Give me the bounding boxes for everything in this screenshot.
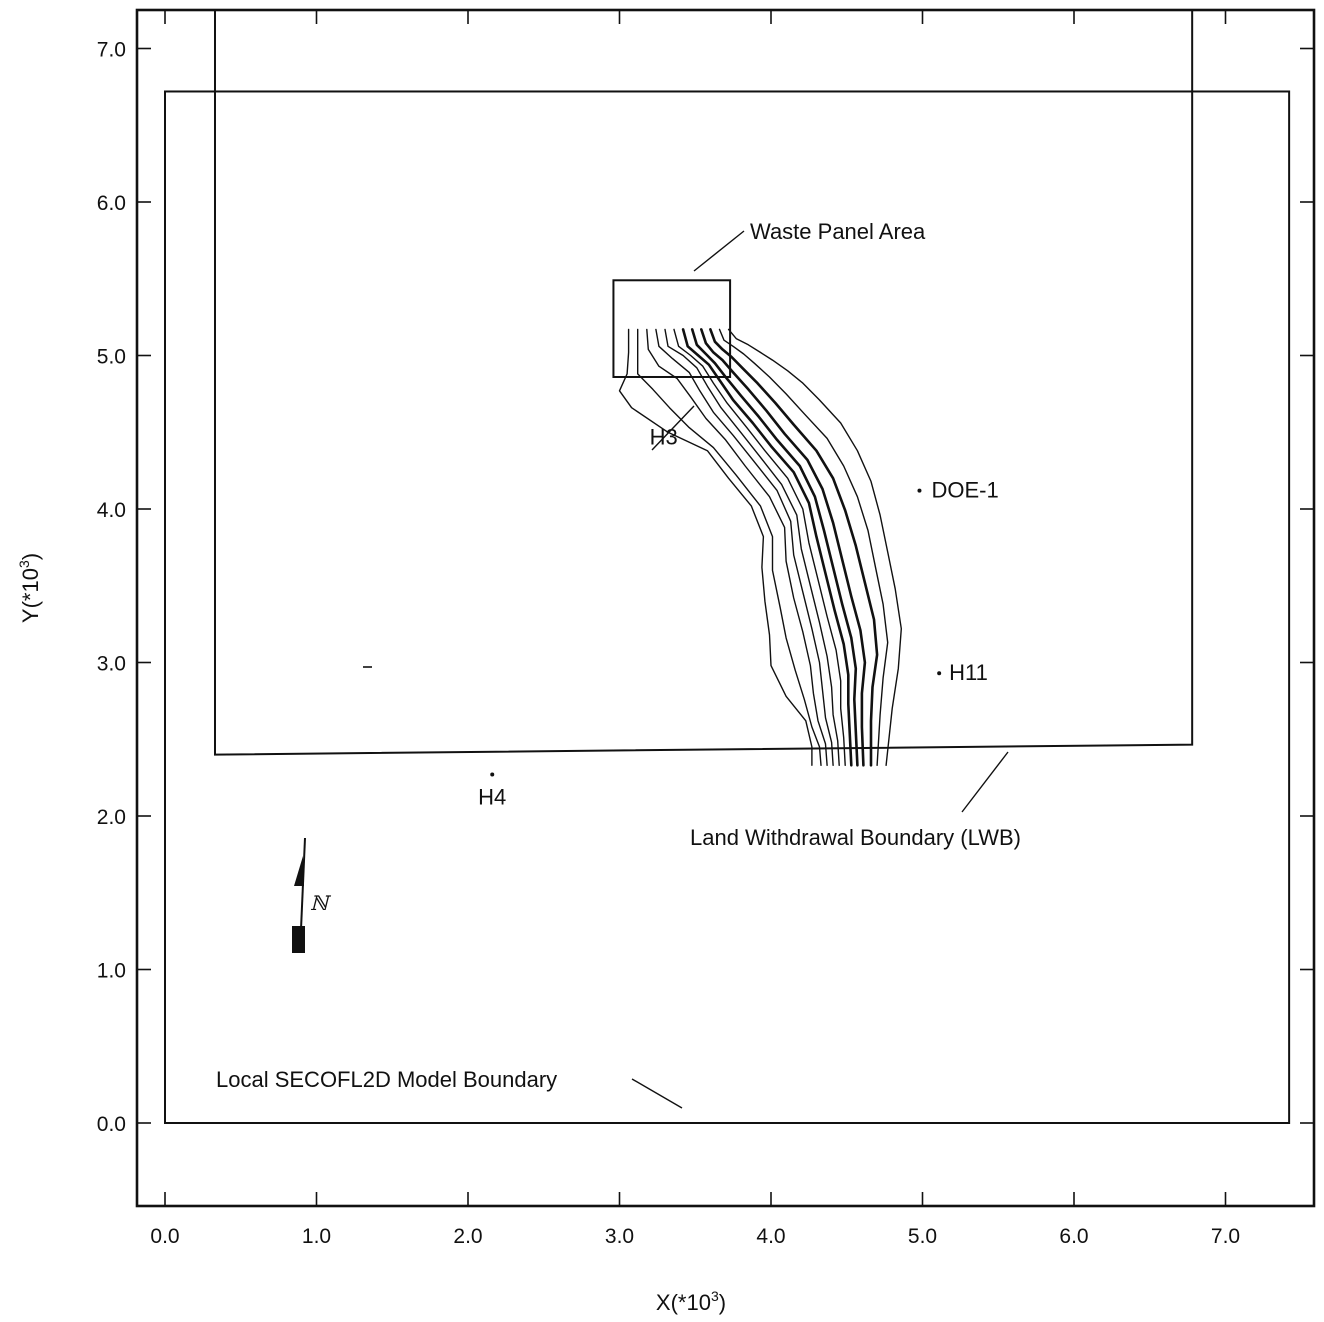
pathlines [618,328,902,767]
y-tick-label: 6.0 [97,192,126,215]
pathline [618,328,813,766]
model-boundary-leader [631,1078,683,1109]
x-tick-label: 1.0 [302,1225,331,1248]
pathline [727,328,902,766]
y-tick-label: 1.0 [97,960,126,983]
land-withdrawal-boundary [213,10,1194,756]
well-label: H4 [478,785,506,810]
well-marker [917,488,922,493]
pathline [718,328,889,766]
axis-ticks [137,10,1314,1206]
waste-panel-area [612,279,732,378]
x-tick-label: 6.0 [1059,1225,1088,1248]
h3-leader [651,405,695,451]
x-tick-label: 0.0 [150,1225,179,1248]
x-tick-label: 2.0 [453,1225,482,1248]
pathline [637,328,822,766]
waste-panel-leader [693,230,745,272]
pathline [709,328,879,767]
y-axis-title: Y(*103) [16,553,43,623]
y-tick-label: 5.0 [97,346,126,369]
well-marker [490,772,495,777]
pathline [664,328,840,766]
model-boundary [164,90,1291,1125]
x-tick-label: 3.0 [605,1225,634,1248]
x-tick-label: 5.0 [908,1225,937,1248]
y-tick-label: 0.0 [97,1113,126,1136]
model-boundary-label: Local SECOFL2D Model Boundary [216,1067,557,1092]
pathline [690,328,859,767]
axis-tick-labels: 0.0 1.0 2.0 3.0 4.0 5.0 6.0 7.0 0.0 1.0 2.0 3.0 4.0 5… [97,39,1240,1249]
north-arrow-icon: ℕ [292,837,332,953]
y-tick-label: 2.0 [97,806,126,829]
well-marker [937,671,942,676]
y-tick-label: 7.0 [97,39,126,62]
y-tick-label: 3.0 [97,653,126,676]
well-label: H11 [949,660,988,685]
x-tick-label: 7.0 [1211,1225,1240,1248]
x-axis-title: X(*103) [656,1288,726,1315]
lwb-leader [961,751,1009,813]
pathline [673,328,846,766]
pathline [646,328,828,766]
y-tick-label: 4.0 [97,499,126,522]
lwb-label: Land Withdrawal Boundary (LWB) [690,825,1021,850]
waste-panel-label: Waste Panel Area [750,219,926,244]
pathline [655,328,834,766]
x-tick-label: 4.0 [756,1225,785,1248]
north-symbol: ℕ [310,891,332,915]
pathline [700,328,867,767]
well-label: DOE-1 [931,478,998,503]
plot-frame [135,8,1316,1208]
pathline [681,328,853,767]
